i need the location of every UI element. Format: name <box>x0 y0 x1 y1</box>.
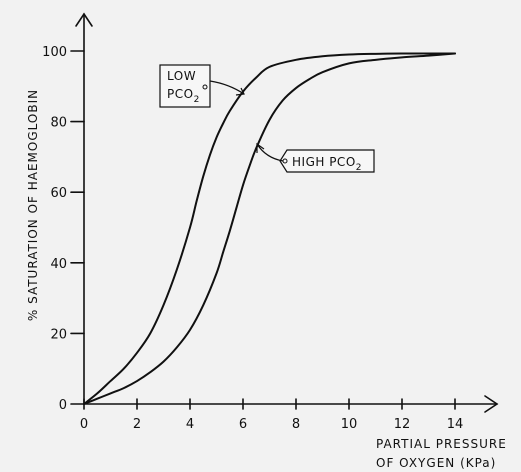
low-pco2-leader-arrow <box>209 80 245 96</box>
high-pco2-label-main: HIGH PCO <box>292 155 356 169</box>
x-axis-label-line-2: OF OXYGEN (KPa) <box>376 456 496 470</box>
x-axis-label-line-1: PARTIAL PRESSURE <box>376 437 507 451</box>
high-pco2-label-line: HIGH PCO2 <box>292 155 362 173</box>
x-tick-label-5: 10 <box>341 417 358 432</box>
x-tick-label-6: 12 <box>394 417 411 432</box>
series-label-low-pco2: LOW PCO2 <box>159 64 245 108</box>
y-tick-label-4: 80 <box>50 116 67 131</box>
low-pco2-label-subscript: 2 <box>194 95 200 105</box>
y-tick-label-0: 0 <box>59 398 67 413</box>
high-pco2-leader-arrow <box>256 142 284 162</box>
x-tick-label-4: 8 <box>292 417 300 432</box>
low-pco2-label-line-2: PCO2 <box>167 87 200 105</box>
x-tick-label-2: 4 <box>186 417 194 432</box>
x-tick-label-0: 0 <box>80 417 88 432</box>
high-pco2-label-hole <box>282 158 288 164</box>
y-axis-label: % SATURATION OF HAEMOGLOBIN <box>26 89 40 321</box>
high-pco2-curve <box>83 52 456 405</box>
x-tick-label-1: 2 <box>133 417 141 432</box>
low-pco2-label-line-1: LOW <box>167 69 196 83</box>
y-ticks: 0 20 40 60 80 100 <box>42 45 85 413</box>
high-pco2-label-subscript: 2 <box>356 163 362 173</box>
x-tick-label-3: 6 <box>239 417 247 432</box>
low-pco2-label-main: PCO <box>167 87 194 101</box>
axes <box>75 12 499 413</box>
high-pco2-label-tag <box>279 149 375 173</box>
x-axis-arrowhead <box>484 395 499 413</box>
y-tick-label-3: 60 <box>50 186 67 201</box>
y-tick-label-5: 100 <box>42 45 67 60</box>
low-pco2-label-hole <box>202 84 208 90</box>
y-tick-label-1: 20 <box>50 327 67 342</box>
x-tick-label-7: 14 <box>447 417 464 432</box>
low-pco2-label-box <box>159 64 211 108</box>
y-tick-label-2: 40 <box>50 257 67 272</box>
series-label-high-pco2: HIGH PCO2 <box>256 142 375 173</box>
curves <box>83 52 456 405</box>
y-axis-arrowhead <box>75 12 93 27</box>
x-ticks: 0 2 4 6 8 10 12 14 <box>80 398 464 432</box>
low-pco2-curve <box>83 52 456 405</box>
